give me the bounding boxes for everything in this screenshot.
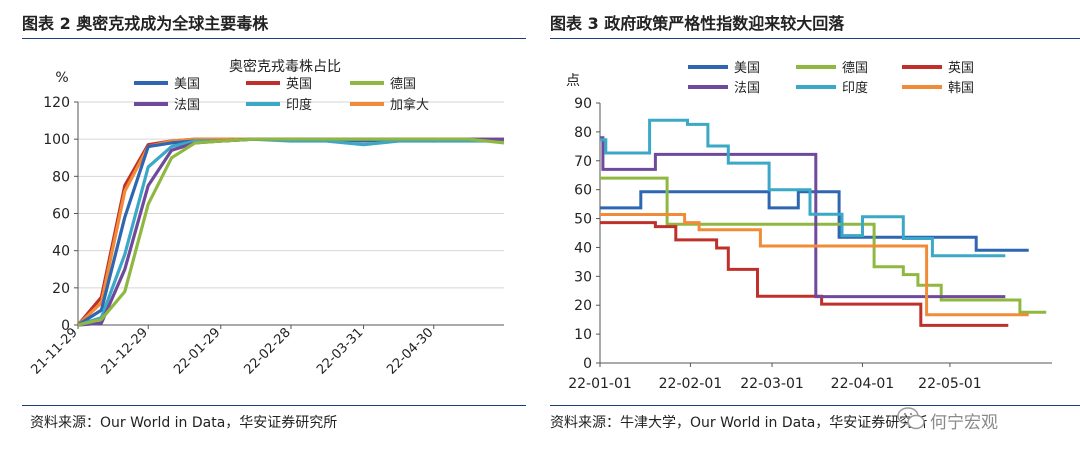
y-tick-label: 20 bbox=[574, 298, 592, 314]
legend-item: 德国 bbox=[350, 77, 416, 92]
x-tick-label: 22-01-01 bbox=[568, 376, 632, 392]
source-rule bbox=[22, 405, 526, 406]
series-line-英国 bbox=[600, 221, 1009, 327]
y-tick-label: 80 bbox=[574, 125, 592, 141]
title-rule bbox=[550, 38, 1080, 39]
x-tick-label: 22-04-01 bbox=[831, 376, 895, 392]
legend-label: 德国 bbox=[390, 77, 416, 92]
legend-label: 法国 bbox=[734, 81, 760, 96]
legend-item: 美国 bbox=[688, 61, 760, 76]
left-panel: 图表 2 奥密克戎成为全球主要毒株 奥密克戎毒株占比% 0 20 40 60 80 100 1… bbox=[0, 0, 528, 466]
stringency-index-chart: 点 0 10 20 30 40 50 60 70 80 90 22-01-01 22-02-01 22-0… bbox=[566, 61, 1052, 392]
legend-label: 德国 bbox=[842, 61, 868, 76]
title-rule bbox=[22, 38, 526, 39]
legend-label: 韩国 bbox=[948, 81, 974, 96]
x-tick-label: 22-04-30 bbox=[384, 325, 436, 377]
x-tick-label: 22-01-29 bbox=[171, 325, 223, 377]
y-tick-label: 40 bbox=[574, 240, 592, 256]
x-tick-label: 21-11-29 bbox=[28, 325, 80, 377]
chart-title: 奥密克戎毒株占比 bbox=[229, 58, 341, 75]
y-tick-label: 10 bbox=[574, 327, 592, 343]
x-tick-label: 21-12-29 bbox=[99, 325, 151, 377]
legend-label: 美国 bbox=[174, 77, 200, 92]
legend-label: 法国 bbox=[174, 98, 200, 113]
y-tick-label: 120 bbox=[43, 95, 70, 111]
y-tick-label: 90 bbox=[574, 96, 592, 112]
series-line-美国 bbox=[600, 190, 1029, 252]
figure-title: 图表 3 政府政策严格性指数迎来较大回落 bbox=[550, 14, 845, 33]
legend-item: 法国 bbox=[134, 98, 200, 113]
source-rule bbox=[550, 405, 1080, 406]
source-note: 资料来源：Our World in Data，华安证券研究所 bbox=[30, 415, 338, 431]
legend-label: 英国 bbox=[286, 77, 312, 92]
series-line-法国 bbox=[600, 136, 1006, 299]
y-tick-label: 60 bbox=[574, 183, 592, 199]
x-tick-label: 22-05-01 bbox=[918, 376, 982, 392]
y-tick-label: 70 bbox=[574, 154, 592, 170]
y-tick-label: 80 bbox=[52, 169, 70, 185]
x-tick-label: 22-03-31 bbox=[314, 325, 366, 377]
omicron-share-chart: 奥密克戎毒株占比% 0 20 40 60 80 100 120 21-11-29 21-12-29… bbox=[28, 58, 505, 378]
legend-item: 韩国 bbox=[902, 81, 974, 96]
legend-item: 英国 bbox=[246, 77, 312, 92]
y-tick-label: 40 bbox=[52, 244, 70, 260]
y-tick-label: 30 bbox=[574, 269, 592, 285]
figure-title: 图表 2 奥密克戎成为全球主要毒株 bbox=[22, 14, 269, 33]
y-tick-label: 20 bbox=[52, 281, 70, 297]
legend-item: 法国 bbox=[688, 81, 760, 96]
legend-label: 加拿大 bbox=[390, 97, 429, 113]
x-tick-label: 22-02-28 bbox=[241, 325, 293, 377]
y-tick-label: 50 bbox=[574, 212, 592, 228]
legend-item: 美国 bbox=[134, 77, 200, 92]
y-tick-label: 0 bbox=[61, 318, 70, 334]
series-line-德国 bbox=[77, 137, 505, 327]
legend-item: 英国 bbox=[902, 61, 974, 76]
legend-label: 美国 bbox=[734, 61, 760, 76]
legend-item: 加拿大 bbox=[350, 97, 429, 113]
legend-item: 印度 bbox=[796, 80, 868, 96]
series-line-印度 bbox=[600, 118, 1006, 258]
x-tick-label: 22-03-01 bbox=[740, 376, 804, 392]
series-line-韩国 bbox=[600, 213, 1029, 317]
y-tick-label: 60 bbox=[52, 207, 70, 223]
x-tick-label: 22-02-01 bbox=[659, 376, 723, 392]
wechat-logo-icon bbox=[897, 407, 925, 430]
watermark-text: 何宁宏观 bbox=[930, 413, 998, 433]
legend-label: 英国 bbox=[948, 61, 974, 76]
y-axis-label: 点 bbox=[566, 73, 580, 89]
legend-label: 印度 bbox=[286, 97, 312, 113]
legend-label: 印度 bbox=[842, 80, 868, 96]
legend-item: 德国 bbox=[796, 61, 868, 76]
right-panel: 图表 3 政府政策严格性指数迎来较大回落 点 0 10 20 30 40 50 60 70 80 9… bbox=[528, 0, 1080, 466]
y-axis-label: % bbox=[55, 70, 68, 86]
watermark: 何宁宏观 bbox=[896, 404, 1046, 436]
y-tick-label: 0 bbox=[583, 356, 592, 372]
legend-item: 印度 bbox=[246, 97, 312, 113]
y-tick-label: 100 bbox=[43, 132, 70, 148]
source-note: 资料来源：牛津大学，Our World in Data，华安证券研究所 bbox=[550, 415, 928, 431]
series-line-德国 bbox=[600, 176, 1047, 314]
